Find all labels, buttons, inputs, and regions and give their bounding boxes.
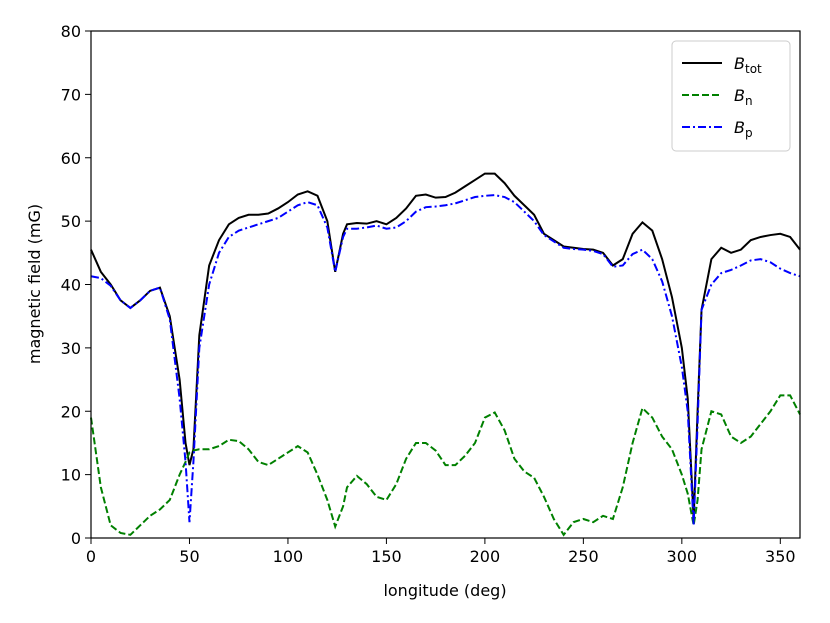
y-tick-label: 30 bbox=[61, 339, 81, 358]
x-tick-label: 0 bbox=[86, 547, 96, 566]
x-tick-label: 250 bbox=[568, 547, 599, 566]
x-tick-label: 50 bbox=[179, 547, 199, 566]
x-tick-label: 100 bbox=[273, 547, 304, 566]
x-tick-label: 150 bbox=[371, 547, 402, 566]
legend-label: Bn bbox=[734, 86, 753, 108]
line-series bbox=[90, 172, 801, 520]
y-tick-label: 20 bbox=[61, 402, 81, 421]
x-tick-label: 300 bbox=[667, 547, 698, 566]
y-tick-label: 80 bbox=[61, 22, 81, 41]
legend-label: Btot bbox=[734, 54, 762, 76]
y-tick-label: 10 bbox=[61, 466, 81, 485]
y-tick-label: 40 bbox=[61, 276, 81, 295]
legend-label: Bp bbox=[734, 118, 753, 140]
line-series bbox=[90, 394, 801, 537]
y-tick-label: 0 bbox=[71, 529, 81, 548]
x-tick-label: 350 bbox=[765, 547, 796, 566]
x-axis-label: longitude (deg) bbox=[383, 581, 506, 600]
y-tick-label: 60 bbox=[61, 149, 81, 168]
plot-frame bbox=[90, 30, 801, 539]
y-axis-label: magnetic field (mG) bbox=[25, 204, 44, 364]
x-tick-label: 200 bbox=[470, 547, 501, 566]
y-tick-label: 70 bbox=[61, 85, 81, 104]
legend-box bbox=[671, 40, 791, 152]
line-series bbox=[90, 194, 801, 526]
y-tick-label: 50 bbox=[61, 212, 81, 231]
